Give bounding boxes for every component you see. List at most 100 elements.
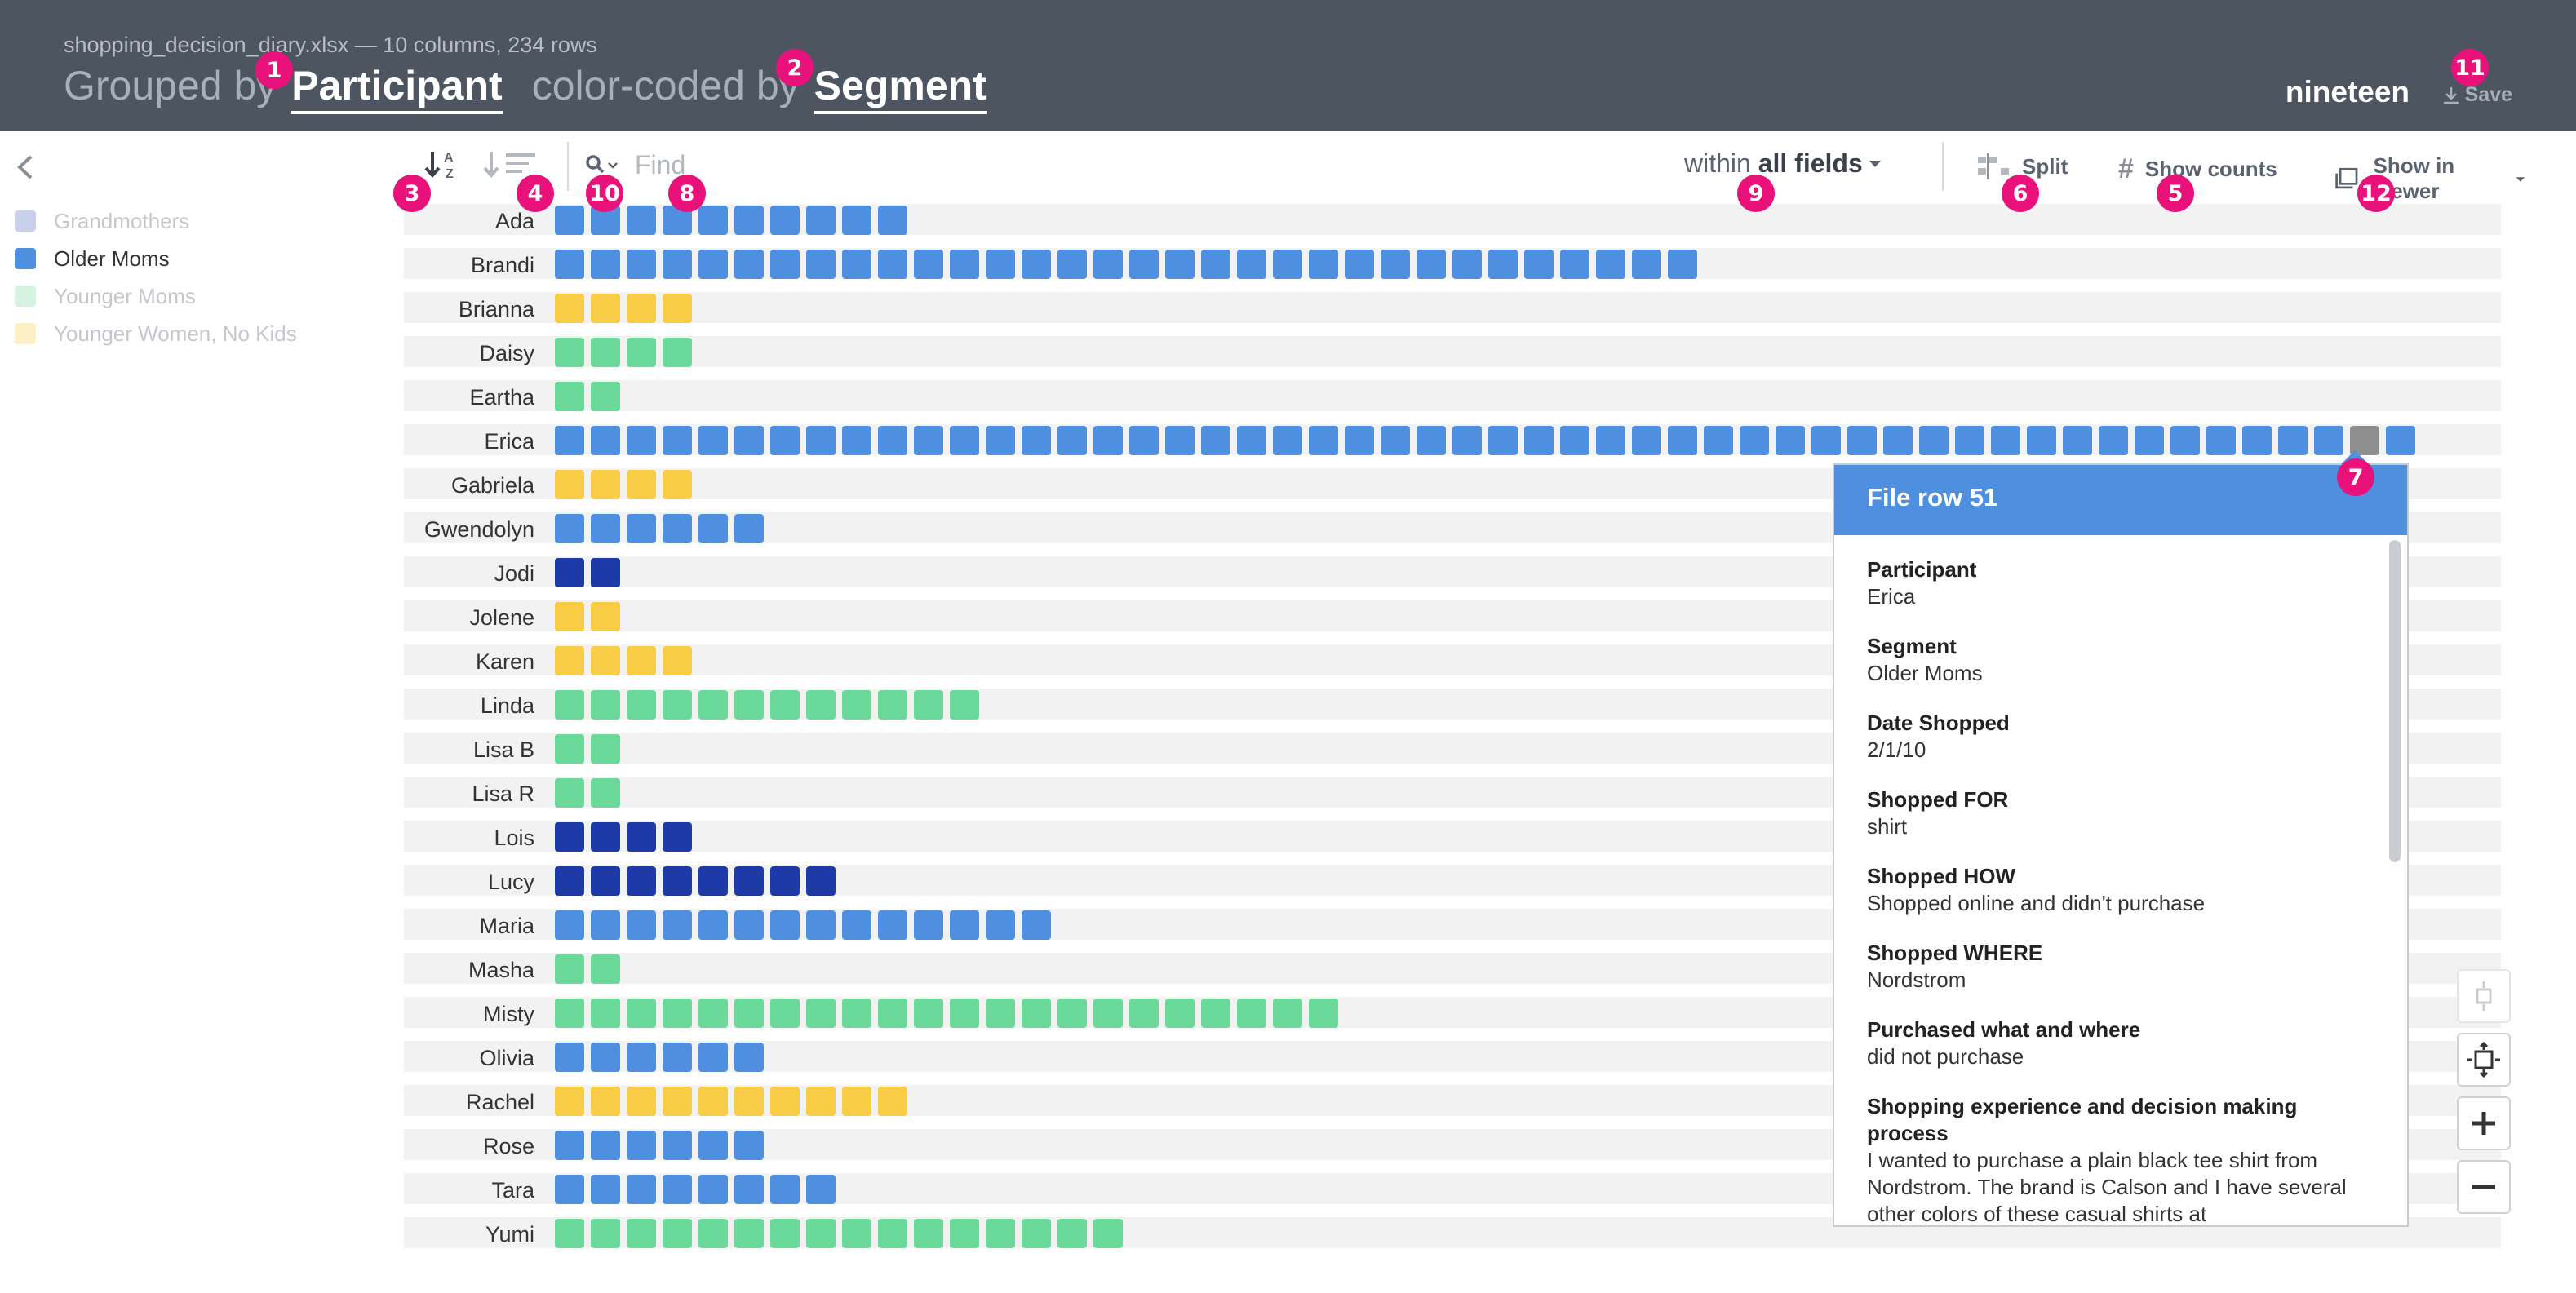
participant-name[interactable]: Gwendolyn: [423, 517, 534, 542]
record-cell[interactable]: [1668, 426, 1697, 455]
record-cell[interactable]: [1704, 426, 1733, 455]
record-cell[interactable]: [950, 999, 979, 1028]
search-scope-dropdown[interactable]: within all fields: [1684, 148, 1887, 179]
record-cell[interactable]: [842, 690, 871, 720]
record-cell[interactable]: [1524, 426, 1554, 455]
record-cell[interactable]: [1596, 250, 1625, 279]
record-cell[interactable]: [2242, 426, 2272, 455]
record-cell[interactable]: [770, 206, 800, 235]
record-cell[interactable]: [1057, 426, 1087, 455]
record-cell[interactable]: [734, 1175, 764, 1204]
record-cell[interactable]: [555, 778, 584, 808]
record-cell[interactable]: [986, 910, 1015, 940]
record-cell[interactable]: [555, 1087, 584, 1116]
record-cell[interactable]: [627, 822, 656, 852]
record-cell[interactable]: [591, 954, 620, 984]
record-cell[interactable]: [770, 1087, 800, 1116]
record-cell[interactable]: [555, 1175, 584, 1204]
record-cell[interactable]: [1022, 426, 1051, 455]
record-cell[interactable]: [555, 999, 584, 1028]
participant-name[interactable]: Eartha: [469, 385, 534, 410]
record-cell[interactable]: [878, 1219, 907, 1248]
record-cell[interactable]: [663, 470, 692, 499]
record-cell[interactable]: [806, 1175, 836, 1204]
record-cell[interactable]: [627, 514, 656, 543]
record-cell[interactable]: [1129, 250, 1159, 279]
record-cell[interactable]: [2170, 426, 2200, 455]
record-cell[interactable]: [663, 250, 692, 279]
record-cell[interactable]: [627, 1131, 656, 1160]
record-cell[interactable]: [1345, 250, 1374, 279]
record-cell[interactable]: [555, 1043, 584, 1072]
record-cell[interactable]: [591, 338, 620, 367]
record-cell[interactable]: [591, 910, 620, 940]
record-cell[interactable]: [1919, 426, 1949, 455]
record-cell[interactable]: [591, 866, 620, 896]
record-cell[interactable]: [1022, 1219, 1051, 1248]
record-cell[interactable]: [1488, 426, 1518, 455]
record-cell[interactable]: [663, 910, 692, 940]
record-cell[interactable]: [1129, 426, 1159, 455]
record-cell[interactable]: [1273, 426, 1302, 455]
record-cell[interactable]: [591, 778, 620, 808]
record-cell[interactable]: [591, 1175, 620, 1204]
participant-name[interactable]: Jolene: [469, 605, 534, 630]
record-cell[interactable]: [734, 690, 764, 720]
record-cell[interactable]: [1309, 426, 1338, 455]
legend-item-younger-women[interactable]: Younger Women, No Kids: [15, 315, 297, 352]
record-cell[interactable]: [555, 426, 584, 455]
record-cell[interactable]: [986, 999, 1015, 1028]
record-cell[interactable]: [2314, 426, 2343, 455]
participant-name[interactable]: Daisy: [479, 341, 534, 365]
record-cell[interactable]: [1201, 426, 1230, 455]
record-cell[interactable]: [770, 690, 800, 720]
record-cell[interactable]: [1488, 250, 1518, 279]
group-field-selector[interactable]: Participant: [291, 63, 503, 114]
legend-item-grandmothers[interactable]: Grandmothers: [15, 202, 297, 240]
record-cell[interactable]: [770, 910, 800, 940]
record-cell[interactable]: [698, 206, 728, 235]
legend-item-older-moms[interactable]: Older Moms: [15, 240, 297, 277]
participant-name[interactable]: Misty: [483, 1002, 534, 1026]
record-cell[interactable]: [914, 250, 943, 279]
record-cell[interactable]: [555, 250, 584, 279]
record-cell[interactable]: [591, 426, 620, 455]
record-cell[interactable]: [555, 822, 584, 852]
record-cell[interactable]: [1381, 426, 1410, 455]
record-cell[interactable]: [663, 866, 692, 896]
record-cell[interactable]: [806, 1087, 836, 1116]
chevron-left-icon[interactable]: [15, 153, 36, 188]
record-cell[interactable]: [842, 999, 871, 1028]
participant-name[interactable]: Lois: [494, 826, 534, 850]
record-cell[interactable]: [1237, 250, 1266, 279]
record-cell[interactable]: [627, 1087, 656, 1116]
record-cell[interactable]: [2206, 426, 2236, 455]
record-cell[interactable]: [555, 470, 584, 499]
participant-name[interactable]: Rose: [482, 1134, 534, 1158]
record-cell[interactable]: [591, 999, 620, 1028]
record-cell[interactable]: [555, 954, 584, 984]
record-cell[interactable]: [591, 1043, 620, 1072]
record-cell[interactable]: [950, 1219, 979, 1248]
record-cell[interactable]: [1524, 250, 1554, 279]
record-cell[interactable]: [591, 1087, 620, 1116]
record-cell[interactable]: [1847, 426, 1877, 455]
record-cell[interactable]: [1740, 426, 1769, 455]
record-cell[interactable]: [734, 250, 764, 279]
record-cell[interactable]: [806, 866, 836, 896]
record-cell[interactable]: [734, 866, 764, 896]
record-cell[interactable]: [555, 382, 584, 411]
record-cell[interactable]: [627, 470, 656, 499]
record-cell[interactable]: [1165, 250, 1195, 279]
record-cell[interactable]: [627, 866, 656, 896]
record-cell[interactable]: [591, 294, 620, 323]
record-cell[interactable]: [1273, 250, 1302, 279]
record-cell[interactable]: [1560, 250, 1589, 279]
participant-name[interactable]: Ada: [494, 209, 534, 233]
record-cell[interactable]: [663, 294, 692, 323]
record-cell[interactable]: [663, 1219, 692, 1248]
record-cell[interactable]: [627, 1043, 656, 1072]
record-cell[interactable]: [734, 426, 764, 455]
record-cell[interactable]: [555, 1131, 584, 1160]
